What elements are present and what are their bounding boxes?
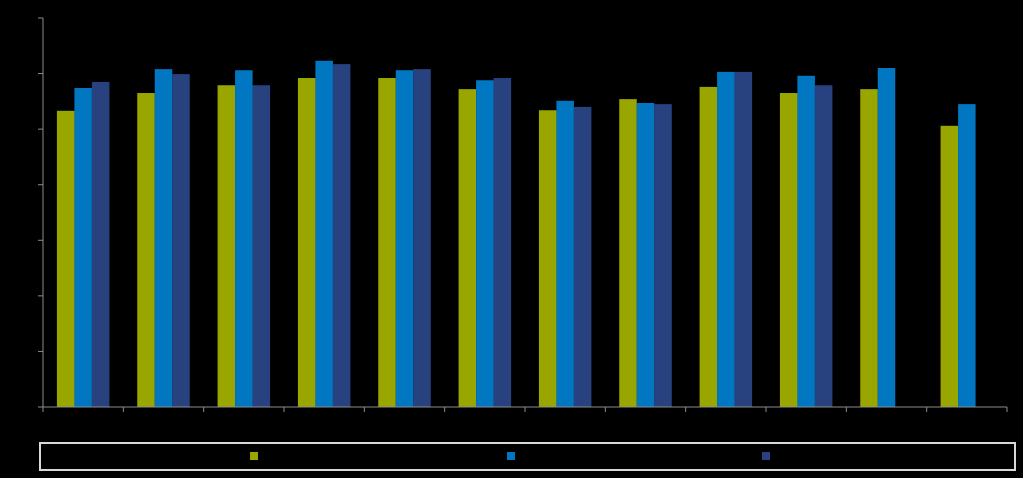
bar: [235, 70, 253, 407]
bar: [217, 85, 236, 408]
bar: [699, 86, 718, 407]
bar: [779, 93, 798, 408]
legend-swatch: [762, 452, 770, 460]
bar: [413, 69, 431, 407]
bar: [476, 80, 494, 408]
bar: [493, 78, 512, 407]
bar: [573, 106, 592, 408]
bar: [636, 103, 655, 407]
legend-swatch: [507, 452, 515, 460]
bar: [154, 69, 173, 407]
bar: [877, 68, 896, 407]
bar: [797, 75, 815, 408]
bar: [458, 89, 477, 407]
legend-swatch: [250, 452, 258, 460]
bar: [74, 88, 92, 408]
bar: [860, 89, 878, 407]
bar: [252, 85, 271, 408]
bar: [940, 125, 959, 408]
bar: [538, 110, 557, 408]
bar: [56, 110, 75, 407]
bar: [717, 71, 735, 407]
bar: [734, 71, 753, 407]
bar: [556, 100, 574, 408]
bar: [172, 74, 190, 408]
bar: [814, 85, 833, 408]
bar: [315, 60, 333, 407]
bar: [332, 64, 351, 408]
bar: [395, 70, 414, 407]
bar: [958, 104, 976, 407]
legend-box: [39, 442, 1016, 471]
bar: [137, 93, 155, 408]
bar: [91, 81, 110, 408]
bar: [297, 78, 316, 407]
bar: [378, 78, 396, 407]
bar: [619, 99, 637, 408]
bar: [654, 104, 672, 407]
